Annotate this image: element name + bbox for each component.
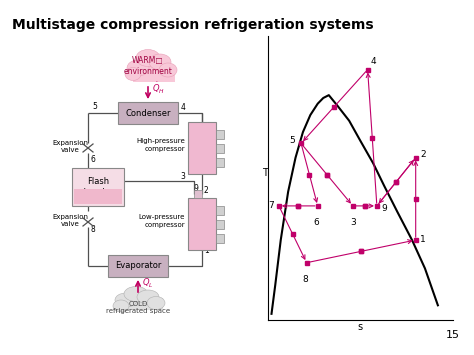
Text: Low-pressure
compressor: Low-pressure compressor	[138, 214, 185, 228]
Bar	[74, 189, 122, 204]
Bar	[216, 144, 224, 153]
Bar	[216, 130, 224, 139]
Text: 5: 5	[289, 136, 295, 145]
Bar	[121, 298, 163, 310]
Bar	[216, 234, 224, 243]
Text: 6: 6	[313, 218, 319, 228]
Text: 8: 8	[91, 225, 96, 234]
Text: Condenser: Condenser	[125, 109, 171, 118]
Text: 7: 7	[78, 173, 83, 181]
Text: 4: 4	[370, 56, 376, 66]
Ellipse shape	[113, 300, 129, 312]
Bar	[118, 102, 178, 124]
Ellipse shape	[147, 296, 165, 310]
Text: 1: 1	[204, 246, 209, 255]
Text: High-pressure
compressor: High-pressure compressor	[136, 138, 185, 152]
Text: 5: 5	[92, 102, 97, 111]
Bar	[188, 198, 216, 250]
Text: 6: 6	[91, 155, 96, 164]
Text: Multistage compression refrigeration systems: Multistage compression refrigeration sys…	[12, 18, 374, 32]
Text: 2: 2	[204, 186, 209, 195]
X-axis label: s: s	[358, 322, 363, 332]
Text: COLD
refrigerated space: COLD refrigerated space	[106, 300, 170, 313]
Text: Expansion
valve: Expansion valve	[52, 140, 88, 153]
Bar	[216, 206, 224, 215]
Text: 4: 4	[181, 103, 186, 112]
Text: 2: 2	[420, 150, 426, 159]
Bar	[108, 255, 168, 277]
Text: Expansion
valve: Expansion valve	[52, 213, 88, 226]
Text: $\dot{Q}_H$: $\dot{Q}_H$	[152, 80, 165, 95]
Text: 1: 1	[420, 235, 426, 245]
Text: 3: 3	[180, 172, 185, 181]
Text: 15: 15	[446, 330, 460, 340]
Text: 9: 9	[382, 204, 387, 213]
Ellipse shape	[136, 49, 160, 66]
Bar	[194, 190, 202, 198]
Ellipse shape	[115, 293, 137, 307]
Text: 3: 3	[350, 218, 356, 228]
Text: Evaporator: Evaporator	[115, 262, 161, 271]
Ellipse shape	[149, 54, 171, 70]
Text: Flash
chamber: Flash chamber	[79, 177, 117, 197]
Text: 8: 8	[302, 275, 308, 284]
Text: 7: 7	[269, 201, 274, 211]
Y-axis label: T: T	[262, 168, 268, 178]
Ellipse shape	[124, 286, 148, 301]
Text: WARM□
environment: WARM□ environment	[124, 56, 173, 76]
Bar	[216, 158, 224, 167]
Bar	[72, 168, 124, 206]
Ellipse shape	[127, 60, 149, 76]
Ellipse shape	[137, 290, 159, 304]
Text: $\dot{Q}_L$: $\dot{Q}_L$	[142, 275, 154, 290]
Ellipse shape	[159, 63, 177, 77]
Text: 9: 9	[194, 184, 199, 193]
Bar	[133, 66, 175, 82]
Bar	[188, 122, 216, 174]
Ellipse shape	[125, 67, 141, 81]
Bar	[216, 220, 224, 229]
